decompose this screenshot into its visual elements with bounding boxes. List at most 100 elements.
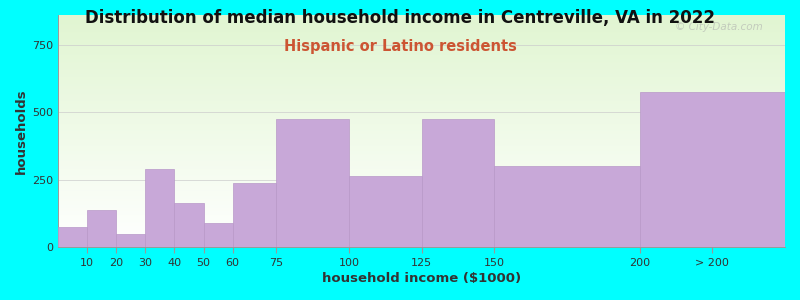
Bar <box>58 72 785 73</box>
Bar <box>58 156 785 157</box>
Bar <box>58 91 785 92</box>
Bar <box>58 202 785 203</box>
Bar <box>58 66 785 67</box>
Bar <box>58 176 785 178</box>
Bar <box>58 209 785 210</box>
Bar <box>58 144 785 145</box>
Bar <box>58 165 785 166</box>
Bar <box>58 40 785 42</box>
Bar <box>58 160 785 161</box>
Bar <box>58 180 785 181</box>
Bar <box>58 108 785 109</box>
Bar <box>58 178 785 179</box>
Bar <box>58 239 785 240</box>
Bar <box>58 238 785 239</box>
Bar <box>58 58 785 59</box>
Bar <box>58 118 785 120</box>
Bar <box>58 94 785 95</box>
Bar <box>58 124 785 125</box>
Bar <box>58 246 785 247</box>
Bar <box>58 230 785 231</box>
X-axis label: household income ($1000): household income ($1000) <box>322 272 521 285</box>
Bar <box>58 47 785 49</box>
Bar <box>58 179 785 180</box>
Bar <box>640 92 785 248</box>
Bar <box>58 116 785 117</box>
Bar <box>58 240 785 242</box>
Bar <box>58 93 785 94</box>
Bar <box>58 150 785 151</box>
Bar <box>58 78 785 79</box>
Bar <box>58 128 785 129</box>
Bar <box>58 76 785 78</box>
Bar <box>203 223 233 247</box>
Bar <box>58 152 785 153</box>
Bar <box>58 121 785 122</box>
Bar <box>58 192 785 193</box>
Bar <box>58 102 785 103</box>
Bar <box>58 79 785 80</box>
Bar <box>58 45 785 46</box>
Bar <box>58 154 785 156</box>
Bar <box>58 73 785 74</box>
Bar <box>58 30 785 31</box>
Bar <box>58 194 785 195</box>
Bar <box>233 183 276 248</box>
Bar <box>58 43 785 44</box>
Bar <box>58 100 785 101</box>
Bar <box>58 130 785 131</box>
Bar <box>58 186 785 187</box>
Bar <box>58 114 785 115</box>
Bar <box>58 46 785 47</box>
Bar <box>58 122 785 123</box>
Bar <box>58 67 785 68</box>
Bar <box>174 203 203 248</box>
Bar <box>58 242 785 243</box>
Text: Distribution of median household income in Centreville, VA in 2022: Distribution of median household income … <box>85 9 715 27</box>
Bar <box>58 107 785 108</box>
Bar <box>58 68 785 70</box>
Bar <box>58 174 785 175</box>
Bar <box>58 206 785 207</box>
Bar <box>58 86 785 87</box>
Bar <box>58 232 785 233</box>
Bar <box>58 56 785 57</box>
Bar <box>58 110 785 112</box>
Bar <box>58 84 785 85</box>
Bar <box>58 222 785 223</box>
Bar <box>58 148 785 150</box>
Bar <box>58 42 785 43</box>
Bar <box>58 29 785 30</box>
Bar <box>58 217 785 218</box>
Bar <box>58 171 785 172</box>
Bar <box>58 228 785 229</box>
Bar <box>58 52 785 53</box>
Bar <box>58 85 785 86</box>
Bar <box>58 34 785 35</box>
Bar <box>58 185 785 186</box>
Bar <box>58 224 785 225</box>
Bar <box>58 120 785 121</box>
Bar <box>58 203 785 204</box>
Bar <box>58 166 785 167</box>
Bar <box>58 210 785 211</box>
Bar <box>58 172 785 173</box>
Bar <box>58 49 785 50</box>
Bar <box>58 243 785 244</box>
Bar <box>58 173 785 174</box>
Bar <box>58 245 785 246</box>
Bar <box>58 220 785 221</box>
Bar <box>58 132 785 134</box>
Bar <box>58 158 785 159</box>
Bar <box>58 59 785 60</box>
Bar <box>58 88 785 89</box>
Bar <box>276 119 349 248</box>
Y-axis label: households: households <box>15 88 28 174</box>
Bar <box>58 181 785 182</box>
Bar <box>58 63 785 64</box>
Bar <box>58 164 785 165</box>
Bar <box>58 223 785 224</box>
Bar <box>58 103 785 104</box>
Bar <box>58 236 785 237</box>
Bar <box>58 161 785 163</box>
